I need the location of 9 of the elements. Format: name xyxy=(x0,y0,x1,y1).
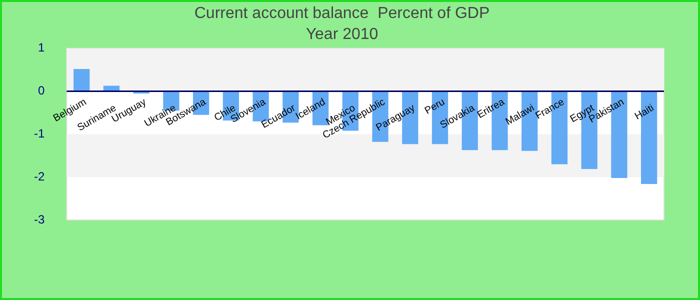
y-tick-label: -2 xyxy=(34,169,45,184)
chart-subtitle: Year 2010 xyxy=(306,26,378,44)
y-tick-label: -3 xyxy=(34,212,45,226)
y-tick-label: -1 xyxy=(34,126,45,141)
bar xyxy=(74,68,90,92)
x-tick-label: Haiti xyxy=(633,102,656,122)
y-tick-label: 0 xyxy=(38,84,45,98)
y-tick-label: 1 xyxy=(38,40,45,55)
chart-title: Current account balance Percent of GDP xyxy=(194,5,490,22)
